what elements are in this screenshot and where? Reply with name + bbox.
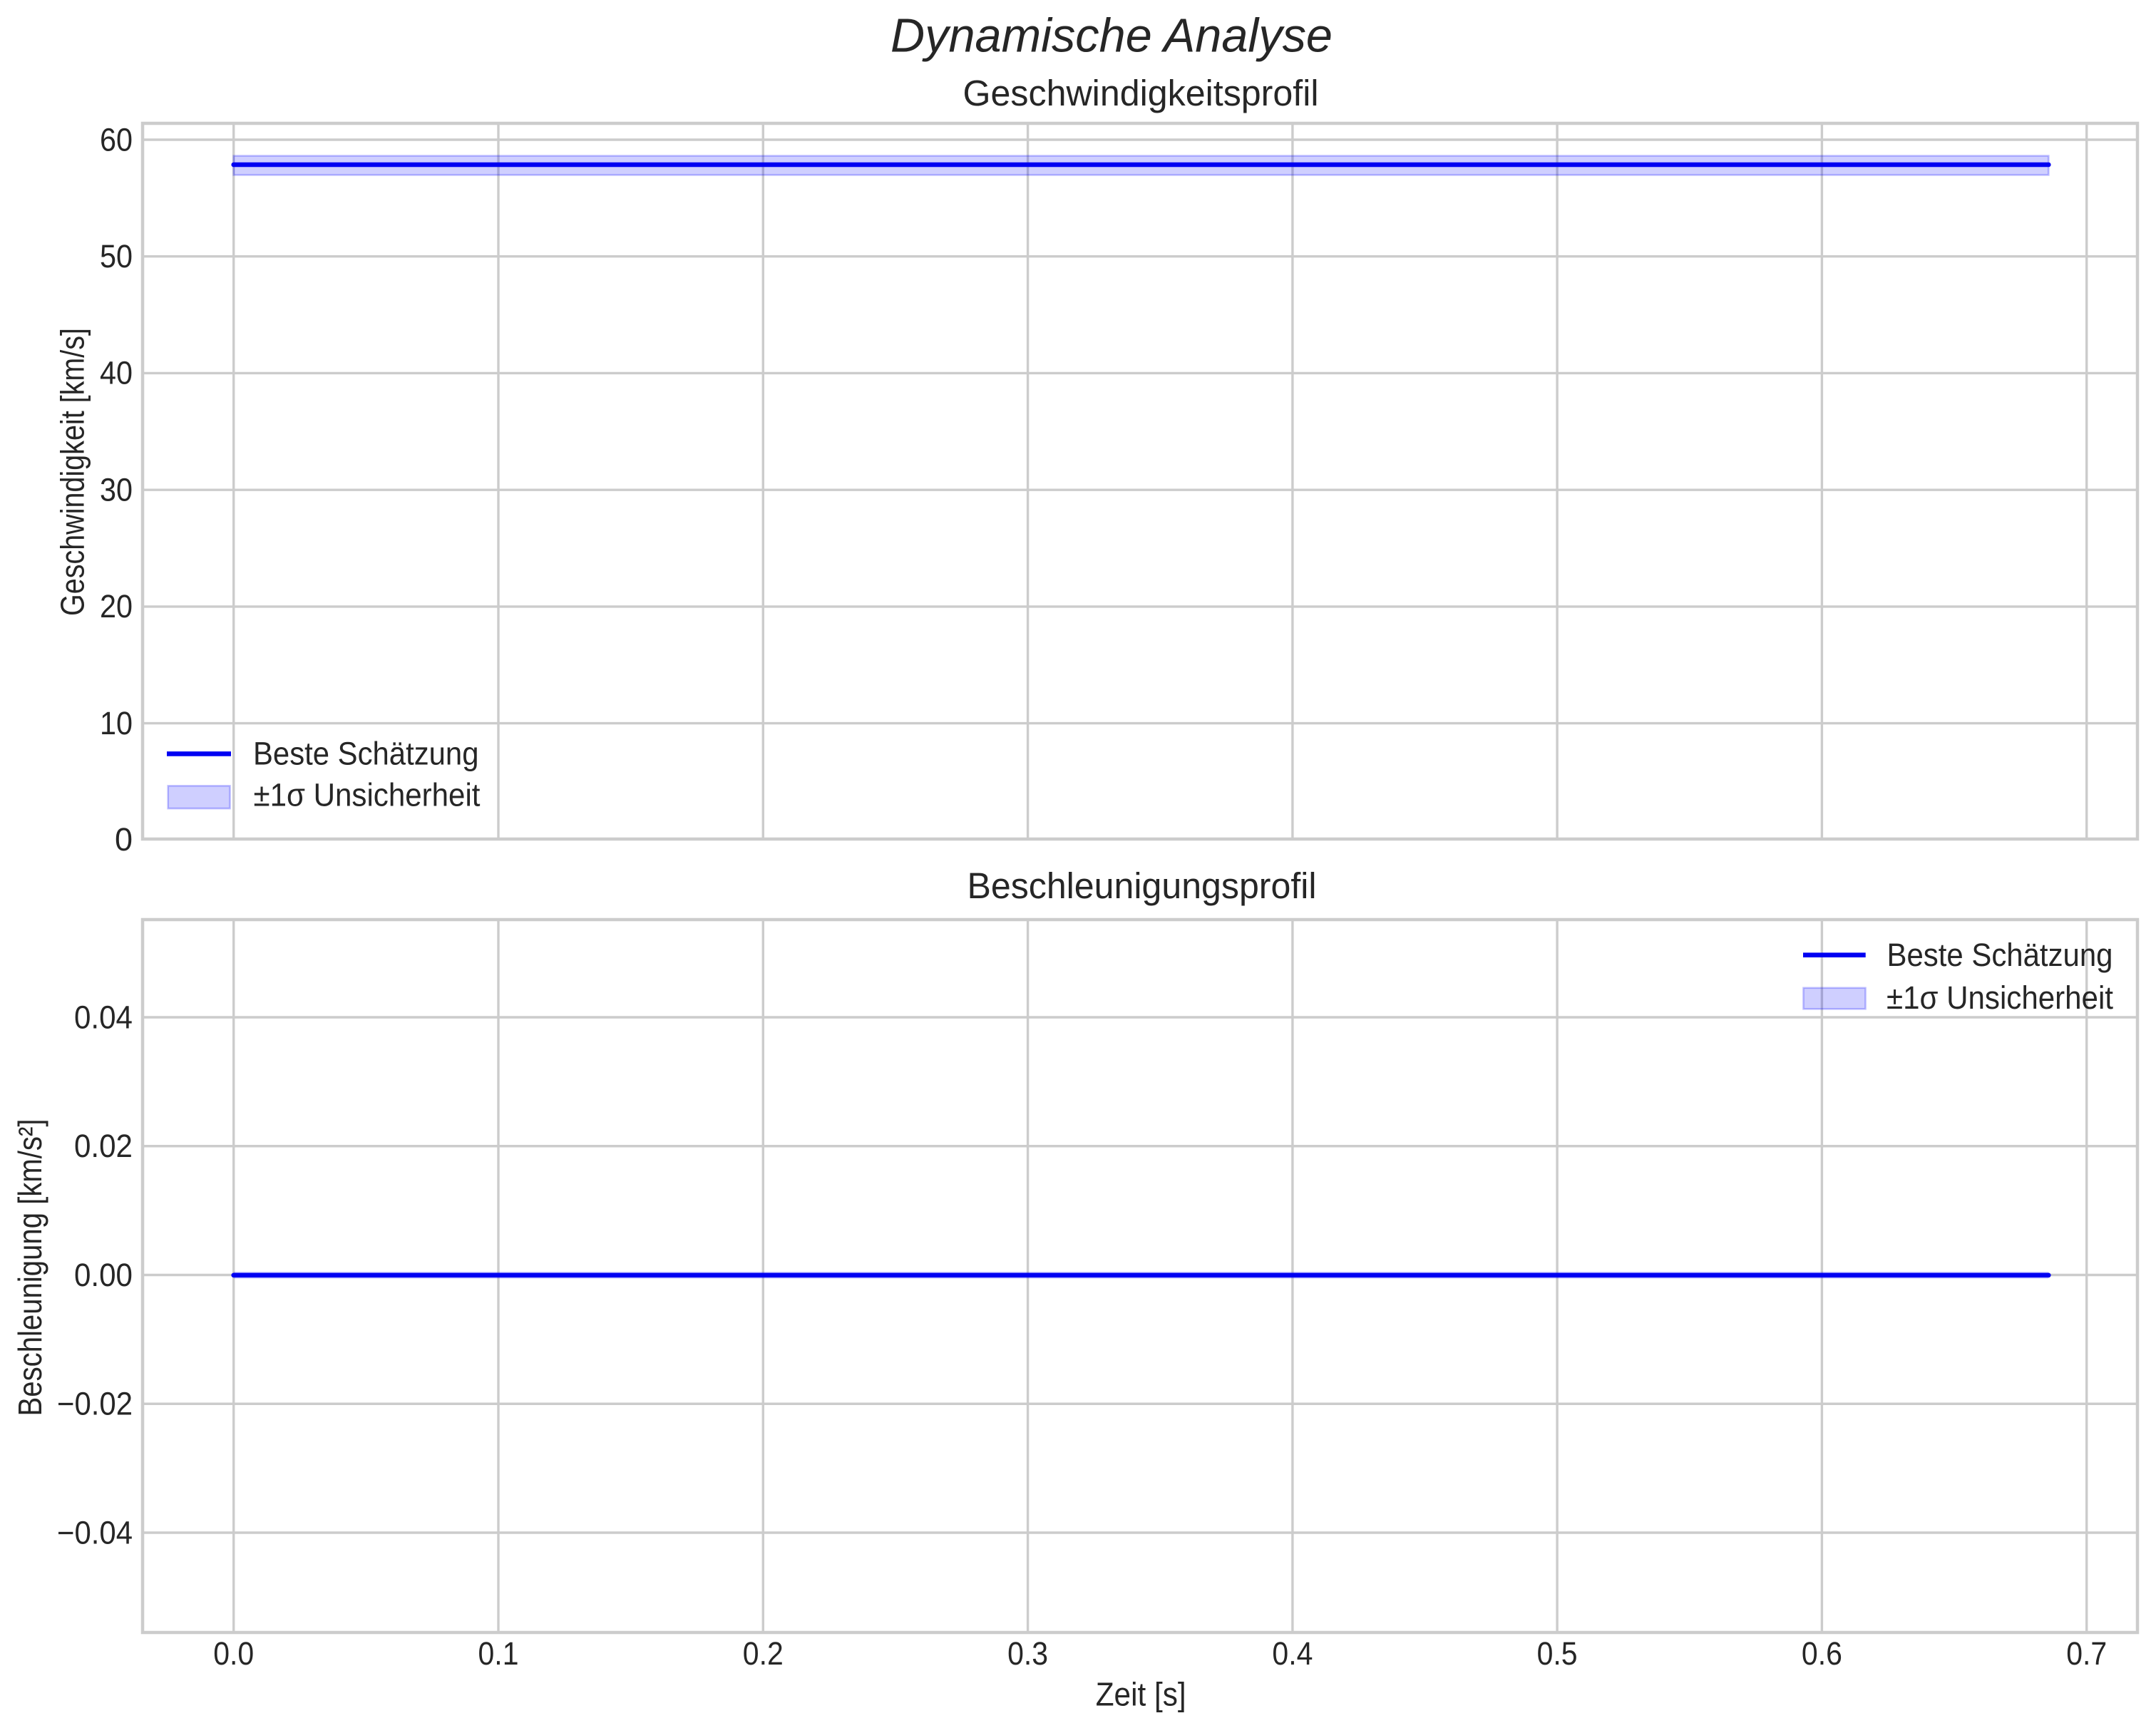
svg-text:40: 40 [100,355,133,391]
svg-text:30: 30 [100,472,133,508]
svg-text:0.4: 0.4 [1272,1635,1313,1672]
svg-text:0.04: 0.04 [74,999,133,1035]
svg-text:0.02: 0.02 [74,1128,133,1164]
svg-text:−0.04: −0.04 [57,1514,133,1550]
svg-text:20: 20 [100,588,133,624]
svg-text:0.2: 0.2 [743,1635,784,1672]
svg-text:Zeit [s]: Zeit [s] [1096,1676,1186,1713]
svg-text:0.3: 0.3 [1007,1635,1048,1672]
svg-text:Geschwindigkeit [km/s]: Geschwindigkeit [km/s] [54,328,91,616]
svg-text:0.0: 0.0 [213,1635,254,1672]
svg-text:0.1: 0.1 [478,1635,519,1672]
svg-text:Geschwindigkeitsprofil: Geschwindigkeitsprofil [963,72,1319,113]
svg-text:Beste Schätzung: Beste Schätzung [253,736,479,772]
svg-text:0.00: 0.00 [74,1257,133,1293]
svg-text:0: 0 [115,821,133,858]
svg-text:±1σ Unsicherheit: ±1σ Unsicherheit [254,777,481,813]
svg-text:Beschleunigungsprofil: Beschleunigungsprofil [967,865,1317,906]
svg-text:−0.02: −0.02 [57,1386,133,1422]
svg-text:50: 50 [100,238,133,274]
svg-text:Dynamische Analyse: Dynamische Analyse [890,9,1333,62]
svg-text:Beste Schätzung: Beste Schätzung [1887,937,2113,973]
svg-text:Beschleunigung [km/s²]: Beschleunigung [km/s²] [11,1119,48,1416]
svg-text:±1σ Unsicherheit: ±1σ Unsicherheit [1886,979,2113,1016]
svg-text:0.6: 0.6 [1802,1635,1842,1672]
svg-text:10: 10 [100,705,133,741]
svg-text:0.5: 0.5 [1537,1635,1578,1672]
svg-text:0.7: 0.7 [2066,1635,2107,1672]
svg-text:60: 60 [100,121,133,158]
